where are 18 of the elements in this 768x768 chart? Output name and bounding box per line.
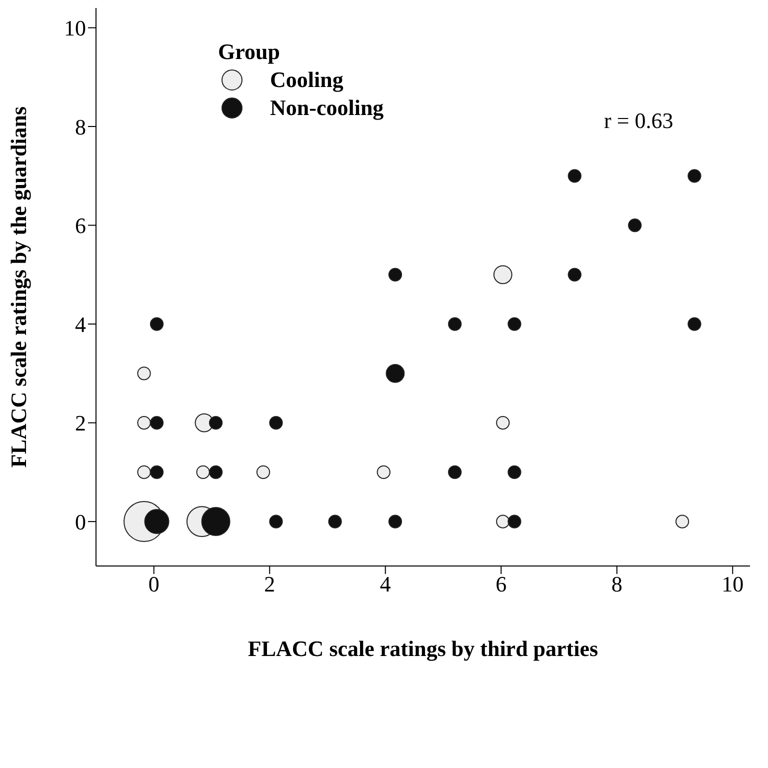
x-tick-label: 4 (380, 572, 391, 597)
y-axis-title: FLACC scale ratings by the guardians (6, 106, 31, 468)
y-tick-label: 4 (75, 312, 86, 337)
x-tick-label: 6 (496, 572, 507, 597)
y-tick-label: 10 (64, 16, 86, 41)
y-tick-label: 2 (75, 410, 86, 436)
legend-title: Group (218, 38, 281, 66)
legend-label: Cooling (270, 66, 344, 94)
x-tick-label: 10 (722, 572, 744, 597)
annotation: r = 0.63 (604, 108, 674, 134)
x-tick-label: 2 (264, 572, 276, 597)
x-axis-title: FLACC scale ratings by third parties (248, 636, 599, 661)
legend-label: Non-cooling (270, 94, 384, 122)
y-tick-label: 0 (75, 509, 86, 534)
y-tick-label: 8 (75, 114, 86, 140)
x-tick-label: 0 (148, 572, 160, 597)
y-tick-label: 6 (75, 213, 86, 238)
x-tick-label: 8 (611, 572, 622, 597)
